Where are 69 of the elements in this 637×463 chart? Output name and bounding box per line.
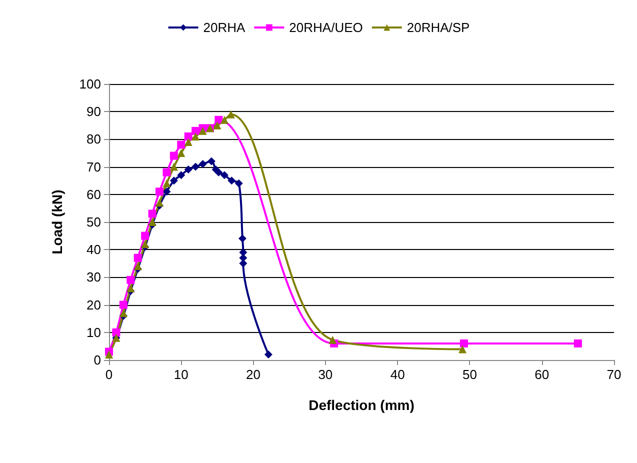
- point: [177, 140, 186, 149]
- point: [198, 126, 207, 135]
- point: [192, 162, 200, 171]
- point: [198, 160, 207, 168]
- y-axis-title: Load (kN): [49, 190, 65, 254]
- y-tick-label: 60: [86, 186, 101, 202]
- point: [184, 166, 192, 174]
- point: [239, 248, 248, 256]
- x-tick-label: 30: [318, 367, 333, 382]
- point: [177, 171, 186, 180]
- point: [148, 210, 156, 218]
- x-tick-label: 0: [105, 367, 113, 382]
- point: [170, 176, 178, 185]
- x-tick-label: 40: [390, 367, 405, 382]
- legend-label: 20RHA/UEO: [289, 20, 363, 35]
- x-tick-label: 10: [174, 367, 188, 382]
- y-tick-label: 80: [86, 132, 101, 147]
- x-tick-label: 50: [462, 367, 477, 382]
- x-tick-label: 20: [246, 367, 261, 382]
- point: [162, 188, 171, 196]
- point: [458, 345, 466, 354]
- point: [162, 179, 171, 188]
- y-tick-label: 100: [79, 76, 101, 92]
- point: [112, 328, 120, 336]
- point: [141, 232, 150, 240]
- y-tick-label: 40: [86, 242, 101, 258]
- point: [134, 254, 142, 262]
- y-tick-label: 20: [86, 297, 101, 312]
- point: [170, 152, 178, 160]
- point: [214, 168, 223, 176]
- point: [184, 138, 192, 146]
- point: [162, 168, 171, 176]
- point: [126, 284, 135, 292]
- x-axis-title: Deflection (mm): [308, 397, 414, 413]
- y-tick-label: 10: [86, 324, 101, 340]
- point: [460, 339, 468, 348]
- x-tick-label: 60: [534, 367, 550, 382]
- point: [170, 162, 178, 171]
- point: [134, 262, 142, 270]
- point: [226, 110, 235, 118]
- x-tick-label: 70: [606, 367, 622, 382]
- point: [264, 350, 272, 358]
- point: [141, 240, 150, 248]
- point: [213, 121, 222, 130]
- point: [238, 234, 246, 243]
- point: [220, 116, 228, 124]
- point: [220, 171, 228, 180]
- point: [328, 336, 337, 344]
- point: [192, 126, 200, 135]
- point: [192, 132, 200, 140]
- point: [207, 157, 216, 166]
- y-tick-label: 30: [86, 270, 101, 285]
- point: [119, 300, 128, 309]
- legend-label: 20RHA: [203, 20, 246, 35]
- point: [105, 350, 113, 358]
- y-tick-label: 50: [86, 214, 101, 230]
- y-tick-label: 90: [86, 104, 101, 120]
- point: [234, 179, 243, 188]
- point: [574, 339, 582, 348]
- point: [148, 218, 156, 226]
- point: [156, 198, 164, 207]
- point: [177, 149, 186, 157]
- point: [126, 276, 135, 284]
- legend-label: 20RHA/SP: [406, 20, 470, 35]
- point: [228, 176, 236, 185]
- point: [156, 188, 164, 196]
- point: [119, 309, 128, 318]
- y-tick-label: 0: [94, 352, 101, 368]
- y-tick-label: 70: [86, 159, 101, 174]
